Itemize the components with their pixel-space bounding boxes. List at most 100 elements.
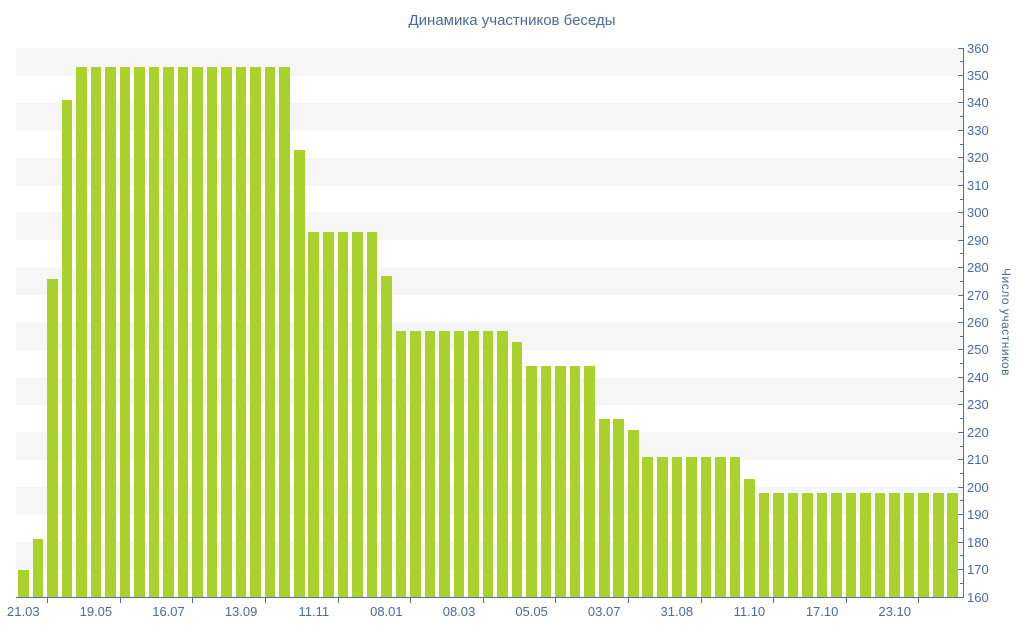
bar[interactable] <box>352 231 363 597</box>
bar[interactable] <box>700 457 712 597</box>
bar[interactable] <box>671 457 683 597</box>
bar[interactable] <box>686 457 697 597</box>
bar[interactable] <box>860 492 871 597</box>
bar[interactable] <box>119 67 131 597</box>
bar[interactable] <box>322 231 334 597</box>
bar[interactable] <box>555 366 566 597</box>
x-tick-label: 17.10 <box>805 604 839 619</box>
bar[interactable] <box>163 67 174 597</box>
x-tick <box>337 598 339 603</box>
bar[interactable] <box>511 341 523 597</box>
bar[interactable] <box>932 492 944 597</box>
bar[interactable] <box>439 330 450 597</box>
x-tick-label: 31.08 <box>660 604 694 619</box>
bar[interactable] <box>90 67 102 597</box>
y-tick-label: 230 <box>967 397 989 413</box>
y-minor-tick <box>960 88 963 90</box>
y-tick <box>958 75 963 76</box>
x-tick-label: 23.10 <box>878 604 911 619</box>
bar[interactable] <box>584 366 595 597</box>
bar[interactable] <box>293 149 305 597</box>
x-tick-label: 21.03 <box>7 604 40 619</box>
bar[interactable] <box>250 67 261 597</box>
bar[interactable] <box>773 492 784 597</box>
y-tick <box>958 47 963 49</box>
y-minor-tick <box>960 253 963 255</box>
y-tick <box>958 294 963 296</box>
y-tick-label: 260 <box>967 315 989 330</box>
bar[interactable] <box>424 330 436 597</box>
bar[interactable] <box>366 231 378 597</box>
y-tick <box>958 129 963 131</box>
bar[interactable] <box>279 67 290 597</box>
bar[interactable] <box>598 418 610 597</box>
bar[interactable] <box>816 492 828 597</box>
y-minor-tick <box>960 418 963 420</box>
bar[interactable] <box>627 429 639 597</box>
bar[interactable] <box>497 330 508 597</box>
y-minor-tick <box>960 225 963 227</box>
bar[interactable] <box>264 67 276 597</box>
bar[interactable] <box>337 231 349 597</box>
bar[interactable] <box>889 492 900 597</box>
bar[interactable] <box>468 330 479 597</box>
y-minor-tick <box>960 527 963 529</box>
x-tick <box>918 598 920 603</box>
bar[interactable] <box>845 492 857 597</box>
bar[interactable] <box>134 67 145 597</box>
bar[interactable] <box>47 278 58 597</box>
y-tick-label: 250 <box>967 342 989 358</box>
bar[interactable] <box>395 330 407 597</box>
bar[interactable] <box>874 492 886 597</box>
bar[interactable] <box>540 366 552 597</box>
bar[interactable] <box>657 457 668 597</box>
x-tick <box>410 598 412 603</box>
bar[interactable] <box>308 231 320 597</box>
y-tick <box>958 459 963 461</box>
bar[interactable] <box>221 67 232 597</box>
bar[interactable] <box>105 67 116 597</box>
bar[interactable] <box>206 67 218 597</box>
y-tick-label: 240 <box>967 369 989 385</box>
bar[interactable] <box>410 330 421 597</box>
x-tick-label: 08.03 <box>442 604 476 619</box>
bar[interactable] <box>32 539 44 597</box>
y-tick <box>958 157 963 159</box>
bar[interactable] <box>453 330 465 597</box>
y-minor-tick <box>960 143 963 145</box>
y-minor-tick <box>960 308 963 310</box>
bar[interactable] <box>918 492 930 597</box>
x-tick <box>845 598 847 603</box>
x-tick-label: 05.05 <box>515 604 548 619</box>
y-tick <box>958 486 963 488</box>
bar[interactable] <box>802 492 813 597</box>
bar[interactable] <box>192 67 203 597</box>
y-tick-label: 290 <box>967 232 989 248</box>
bar[interactable] <box>831 492 842 597</box>
bar[interactable] <box>642 457 654 597</box>
y-tick-label: 340 <box>967 95 989 111</box>
x-tick-label: 11.11 <box>298 604 330 619</box>
bar[interactable] <box>526 366 537 597</box>
bar[interactable] <box>235 67 247 597</box>
bar[interactable] <box>729 457 741 597</box>
bar[interactable] <box>482 330 494 597</box>
x-tick-label: 13.09 <box>224 604 258 619</box>
bar[interactable] <box>177 67 189 597</box>
bar[interactable] <box>744 478 755 597</box>
bar[interactable] <box>903 492 915 597</box>
bar[interactable] <box>381 275 392 597</box>
bar[interactable] <box>715 457 726 597</box>
bar[interactable] <box>758 492 770 597</box>
bar[interactable] <box>787 492 799 597</box>
bar[interactable] <box>947 492 959 597</box>
bar[interactable] <box>569 366 581 597</box>
bar[interactable] <box>148 67 160 597</box>
bar[interactable] <box>613 418 625 597</box>
bar[interactable] <box>76 67 87 597</box>
y-tick-label: 320 <box>967 150 989 166</box>
bar[interactable] <box>18 569 29 597</box>
y-tick-label: 180 <box>967 534 989 550</box>
y-tick-label: 160 <box>967 589 989 605</box>
bar[interactable] <box>61 100 73 597</box>
